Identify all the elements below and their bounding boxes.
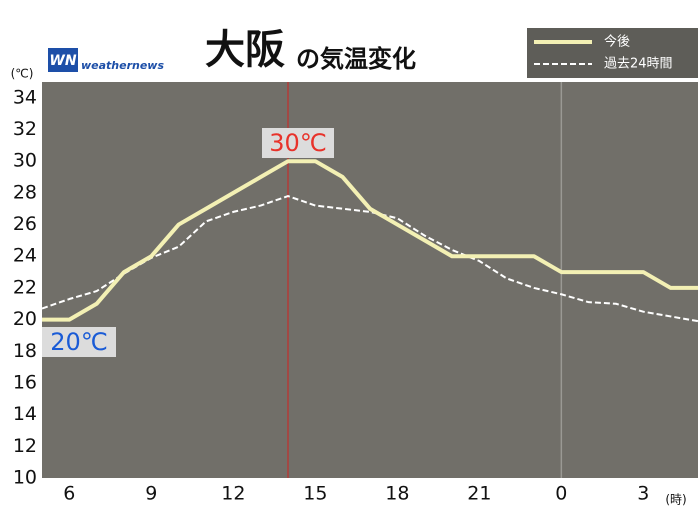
y-tick-label: 10 [13, 467, 37, 489]
legend-box [527, 28, 698, 78]
annotation-box [262, 128, 334, 158]
annotation: 30℃ [269, 129, 327, 157]
x-tick-label: 18 [385, 483, 409, 505]
chart-title: 大阪 [205, 27, 285, 73]
annotation-box [42, 327, 116, 357]
legend-label: 今後 [604, 34, 630, 50]
x-tick-label: 21 [467, 483, 491, 505]
y-tick-label: 16 [13, 371, 37, 393]
annotation: 20℃ [50, 328, 108, 356]
y-tick-label: 30 [13, 150, 37, 172]
series-line [42, 159, 698, 322]
y-tick-label: 28 [13, 181, 37, 203]
y-tick-label: 18 [13, 340, 37, 362]
logo-mark: WN [49, 53, 76, 69]
x-tick-label: 9 [145, 483, 157, 505]
y-tick-label: 26 [13, 213, 37, 235]
x-axis-label: (時) [665, 493, 686, 507]
y-tick-label: 24 [13, 245, 37, 267]
y-tick-label: 22 [13, 276, 37, 298]
plot-area [42, 82, 698, 478]
y-tick-label: 34 [13, 86, 37, 108]
y-tick-label: 20 [13, 308, 37, 330]
legend-label: 過去24時間 [604, 57, 673, 72]
y-tick-label: 32 [13, 118, 37, 140]
x-tick-label: 0 [555, 483, 567, 505]
logo: weathernews [81, 59, 164, 72]
x-tick-label: 12 [221, 483, 245, 505]
y-axis-label: (℃) [11, 67, 34, 81]
chart-subtitle: の気温変化 [296, 45, 416, 73]
logo-box [48, 48, 78, 72]
y-tick-label: 14 [13, 403, 37, 425]
y-tick-label: 12 [13, 435, 37, 457]
x-tick-label: 3 [637, 483, 649, 505]
x-tick-label: 6 [63, 483, 75, 505]
x-tick-label: 15 [303, 483, 327, 505]
